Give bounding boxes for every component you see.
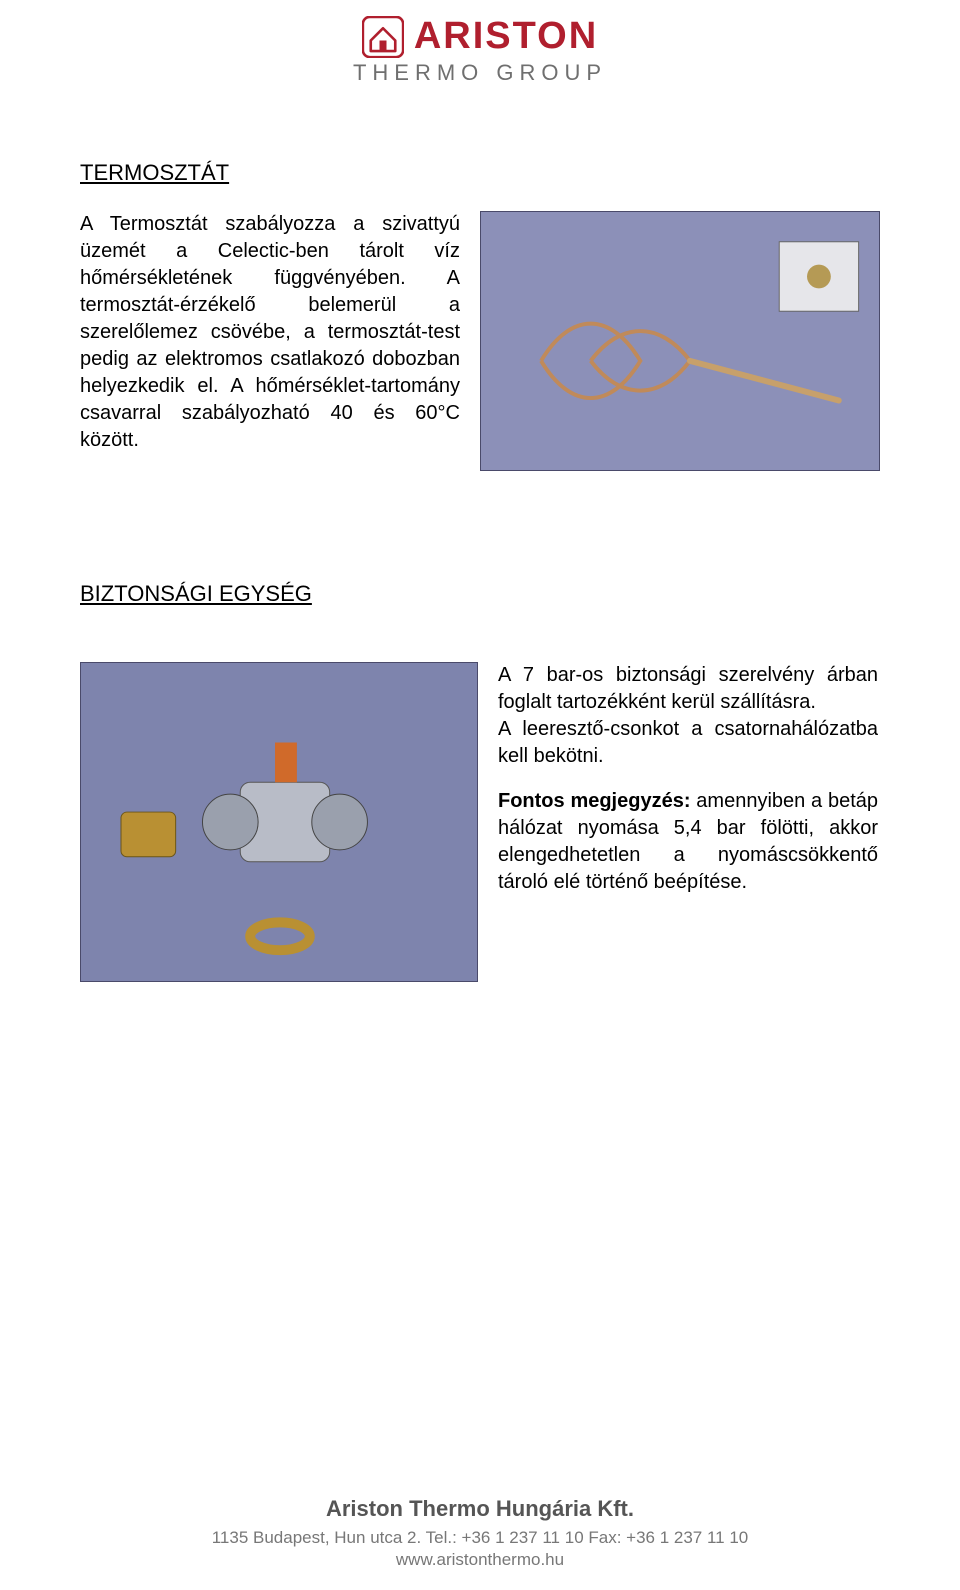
footer: Ariston Thermo Hungária Kft. 1135 Budape… xyxy=(0,1496,960,1570)
section2-title: BIZTONSÁGI EGYSÉG xyxy=(80,581,880,607)
document-page: ARISTON THERMO GROUP TERMOSZTÁT A Termos… xyxy=(0,0,960,1590)
section1-title: TERMOSZTÁT xyxy=(80,160,880,186)
header: ARISTON THERMO GROUP xyxy=(0,15,960,86)
brand-logo: ARISTON THERMO GROUP xyxy=(353,15,607,86)
footer-company: Ariston Thermo Hungária Kft. xyxy=(0,1496,960,1522)
section-biztonsagi: BIZTONSÁGI EGYSÉG xyxy=(80,581,880,982)
brand-name: ARISTON xyxy=(414,15,598,58)
footer-address: 1135 Budapest, Hun utca 2. Tel.: +36 1 2… xyxy=(0,1528,960,1548)
brand-subtitle: THERMO GROUP xyxy=(353,60,607,86)
section1-image xyxy=(480,211,880,471)
section2-p2: A leeresztő-csonkot a csatornahálózatba … xyxy=(498,718,878,767)
section2-image xyxy=(80,662,478,982)
content: TERMOSZTÁT A Termosztát szabályozza a sz… xyxy=(80,160,880,1042)
section2-p1: A 7 bar-os biztonsági szerelvény árban f… xyxy=(498,664,878,713)
section2-text: A 7 bar-os biztonsági szerelvény árban f… xyxy=(498,662,878,982)
footer-url: www.aristonthermo.hu xyxy=(0,1550,960,1570)
house-icon xyxy=(362,16,404,58)
section2-note-label: Fontos megjegyzés: xyxy=(498,790,691,812)
section-termosztat: TERMOSZTÁT A Termosztát szabályozza a sz… xyxy=(80,160,880,471)
section1-paragraph: A Termosztát szabályozza a szivattyú üze… xyxy=(80,211,460,471)
